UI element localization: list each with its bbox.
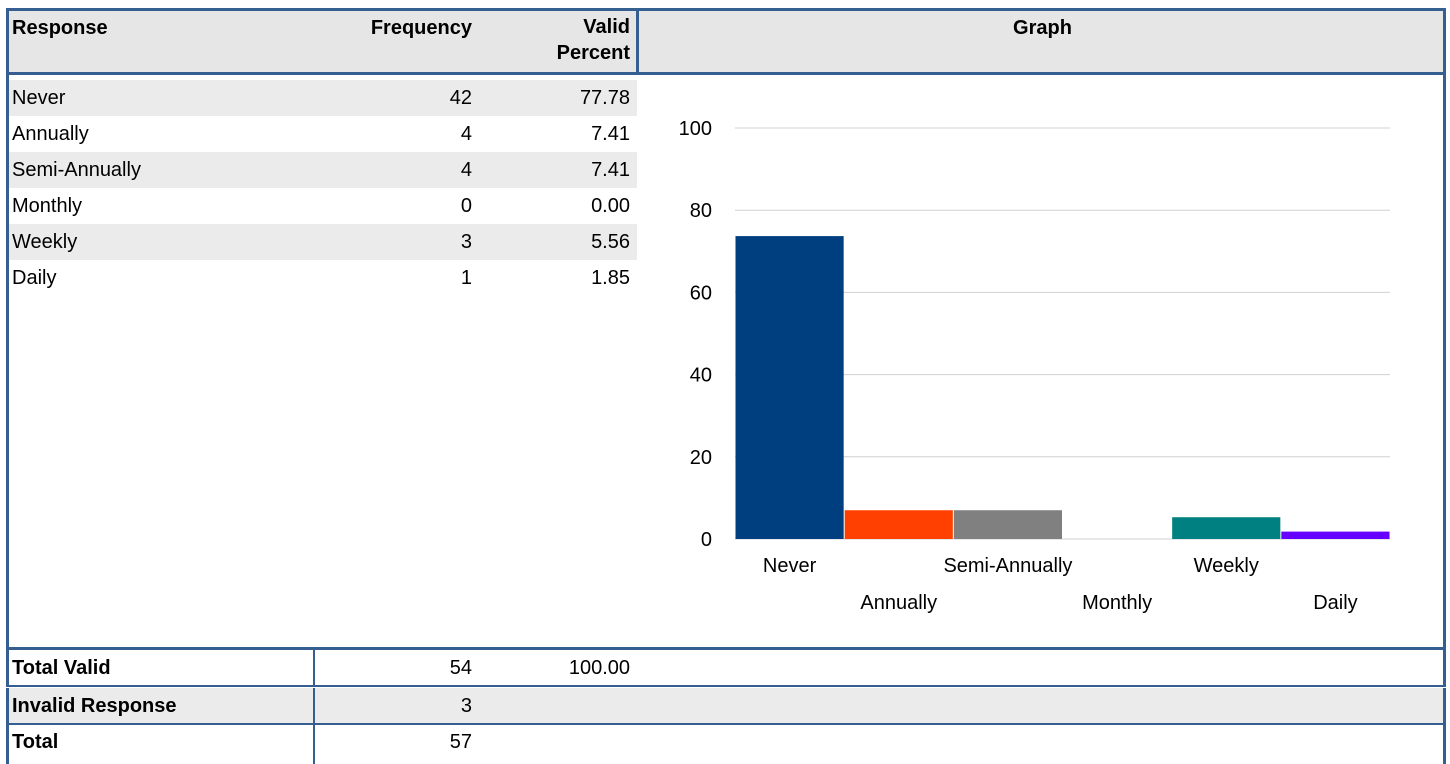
cell: 7.41 xyxy=(591,159,630,181)
cell: Annually xyxy=(12,123,89,145)
cell: 0 xyxy=(460,195,472,217)
border xyxy=(6,650,9,686)
y-tick-label: 100 xyxy=(679,118,712,140)
cell: 77.78 xyxy=(579,87,630,109)
header-cell: Response xyxy=(12,17,108,39)
bar xyxy=(1281,531,1390,539)
cell: 100.00 xyxy=(568,657,630,679)
cell: Invalid Response xyxy=(12,695,177,717)
cell: 57 xyxy=(449,731,472,753)
cell: 1.85 xyxy=(591,267,630,289)
bar xyxy=(1172,517,1281,539)
border xyxy=(1443,724,1446,764)
y-tick-label: 40 xyxy=(690,365,712,387)
body-frame xyxy=(6,74,1446,650)
cell: 42 xyxy=(449,87,472,109)
cell: 4 xyxy=(460,123,472,145)
row-shade xyxy=(9,224,637,260)
header-cell: Frequency xyxy=(370,17,472,39)
chart: 0 20 40 60 80 100 Never Annually Semi-Annually Mo… xyxy=(679,118,1390,614)
cell: Never xyxy=(12,87,66,109)
divider xyxy=(636,8,639,75)
y-tick-label: 60 xyxy=(690,282,712,304)
cell: 4 xyxy=(460,159,472,181)
cell: Daily xyxy=(12,267,57,289)
x-tick-label: Monthly xyxy=(1082,592,1152,614)
border xyxy=(6,723,1446,725)
cell: Weekly xyxy=(12,231,78,253)
border xyxy=(313,688,315,724)
cell: 1 xyxy=(460,267,472,289)
border xyxy=(6,685,1446,687)
bar xyxy=(953,510,1062,539)
border xyxy=(6,724,9,764)
y-tick-label: 20 xyxy=(690,447,712,469)
cell: 54 xyxy=(449,657,472,679)
row-shade xyxy=(9,688,1443,724)
cell: Monthly xyxy=(12,195,83,217)
cell: 5.56 xyxy=(591,231,630,253)
border xyxy=(1443,650,1446,686)
y-tick-label: 0 xyxy=(701,529,712,551)
row-shade xyxy=(9,80,637,116)
bar xyxy=(844,510,953,539)
header-cell: Valid Percent xyxy=(556,16,630,64)
cell: 3 xyxy=(460,695,472,717)
border xyxy=(6,688,9,724)
border xyxy=(313,724,315,764)
cell: Semi-Annually xyxy=(12,159,141,181)
x-tick-label: Weekly xyxy=(1194,555,1259,577)
row-shade xyxy=(9,152,637,188)
y-tick-label: 80 xyxy=(690,200,712,222)
cell: 3 xyxy=(460,231,472,253)
bar xyxy=(735,236,844,539)
cell: Total Valid xyxy=(12,657,111,679)
border xyxy=(313,650,315,686)
cell: Total xyxy=(12,731,59,753)
cell: 0.00 xyxy=(591,195,630,217)
x-tick-label: Never xyxy=(763,555,817,577)
x-tick-label: Daily xyxy=(1313,592,1357,614)
header-cell: Graph xyxy=(1013,17,1072,39)
x-tick-label: Semi-Annually xyxy=(943,555,1072,577)
x-tick-label: Annually xyxy=(860,592,937,614)
cell: 7.41 xyxy=(591,123,630,145)
border xyxy=(1443,688,1446,724)
header-row xyxy=(6,8,1446,75)
